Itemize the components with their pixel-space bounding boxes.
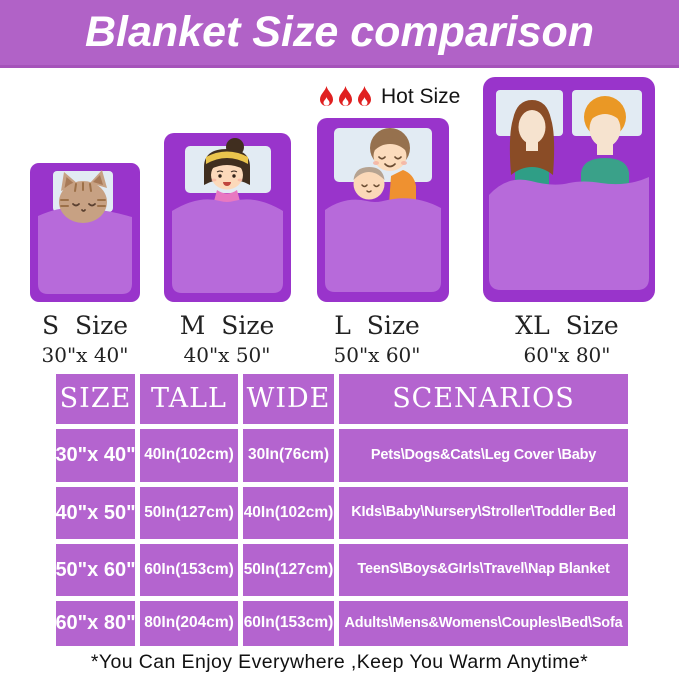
girl-icon (204, 138, 250, 205)
couple-in-bed-icon (483, 77, 655, 302)
table-cell-scenarios: Pets\Dogs&Cats\Leg Cover \Baby (339, 429, 628, 482)
bed-illustration-xl (483, 77, 655, 302)
table-cell-tall: 60In(153cm) (140, 544, 238, 596)
size-comparison-table: SIZE TALL WIDE SCENARIOS 30"x 40" 40In(1… (55, 374, 628, 646)
hot-size-label: Hot Size (318, 84, 460, 110)
table-cell-size: 60"x 80" (55, 601, 136, 646)
cat-icon (59, 170, 107, 223)
flame-icon (358, 85, 371, 106)
column-header-size: SIZE (56, 374, 135, 424)
dad-icon (370, 128, 416, 204)
table-cell-tall: 80In(204cm) (140, 601, 238, 646)
bed-illustration-m (164, 133, 291, 302)
table-cell-wide: 30In(76cm) (243, 429, 334, 482)
table-cell-size: 30"x 40" (55, 429, 136, 482)
bed-illustration-l (317, 118, 449, 302)
size-label-xl: XL Size 60"x 80" (492, 311, 642, 367)
flame-icon (320, 85, 333, 106)
bed-illustration-s (30, 163, 140, 302)
size-dimensions: 40"x 50" (183, 343, 271, 367)
hot-size-text: Hot Size (381, 85, 461, 108)
table-cell-size: 40"x 50" (55, 487, 136, 539)
girl-in-bed-icon (164, 133, 291, 302)
flame-icon (339, 85, 352, 106)
cat-in-bed-icon (30, 163, 140, 302)
table-cell-tall: 40In(102cm) (140, 429, 238, 482)
size-name: M Size (179, 311, 275, 340)
size-dimensions: 30"x 40" (41, 343, 129, 367)
column-header-scenarios: SCENARIOS (339, 374, 628, 424)
size-name: S Size (41, 311, 129, 340)
footer-slogan: *You Can Enjoy Everywhere ,Keep You Warm… (90, 651, 589, 673)
size-label-m: M Size 40"x 50" (152, 311, 302, 367)
page-title: Blanket Size comparison (85, 8, 594, 56)
column-header-tall: TALL (140, 374, 238, 424)
table-cell-scenarios: KIds\Baby\Nursery\Stroller\Toddler Bed (339, 487, 628, 539)
table-cell-wide: 50In(127cm) (243, 544, 334, 596)
size-dimensions: 60"x 80" (523, 343, 611, 367)
size-label-l: L Size 50"x 60" (302, 311, 452, 367)
title-banner: Blanket Size comparison (0, 0, 679, 68)
size-label-s: S Size 30"x 40" (10, 311, 160, 367)
size-dimensions: 50"x 60" (333, 343, 421, 367)
column-header-wide: WIDE (243, 374, 334, 424)
table-cell-scenarios: TeenS\Boys&GIrls\Travel\Nap Blanket (339, 544, 628, 596)
dad-and-baby-in-bed-icon (317, 118, 449, 302)
table-cell-tall: 50In(127cm) (140, 487, 238, 539)
size-name: L Size (334, 311, 420, 340)
table-cell-wide: 60In(153cm) (243, 601, 334, 646)
table-cell-wide: 40In(102cm) (243, 487, 334, 539)
woman-icon (509, 100, 555, 187)
baby-icon (353, 167, 385, 200)
man-icon (581, 96, 629, 189)
size-name: XL Size (515, 311, 619, 340)
table-cell-scenarios: Adults\Mens&Womens\Couples\Bed\Sofa (339, 601, 628, 646)
table-cell-size: 50"x 60" (55, 544, 136, 596)
